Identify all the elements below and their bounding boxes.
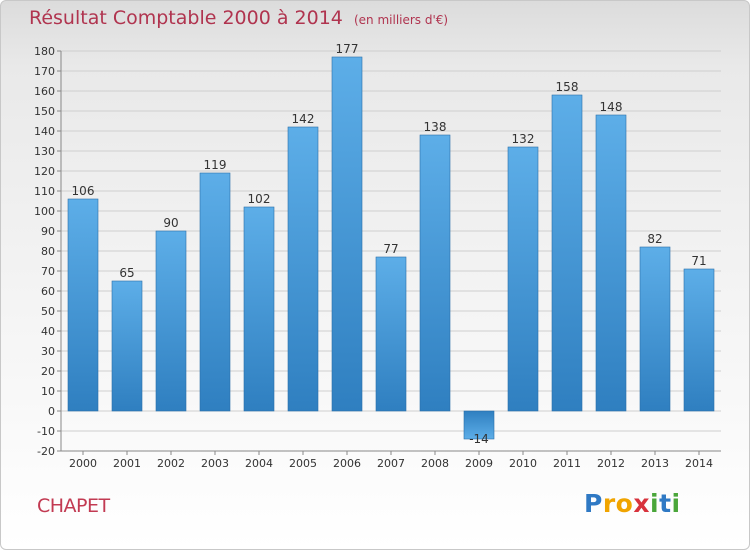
x-tick-label: 2002 [157, 457, 185, 470]
chart-title-line: Résultat Comptable 2000 à 2014 (en milli… [29, 7, 448, 29]
x-tick-label: 2009 [465, 457, 493, 470]
bar [507, 146, 539, 412]
y-tick-label: 170 [34, 65, 55, 78]
y-tick-label: 160 [34, 85, 55, 98]
x-tick-label: 2001 [113, 457, 141, 470]
bar [331, 56, 363, 412]
data-label: 82 [647, 232, 662, 246]
chart-subtitle: (en milliers d'€) [353, 13, 449, 27]
y-tick-label: 20 [41, 365, 55, 378]
x-tick-label: 2014 [685, 457, 713, 470]
x-tick-label: 2007 [377, 457, 405, 470]
chart-title: Résultat Comptable 2000 à 2014 [29, 7, 343, 29]
data-label: 142 [292, 112, 315, 126]
proxiti-logo: Proxiti [584, 489, 681, 518]
bar [639, 246, 671, 412]
y-tick-label: 100 [34, 205, 55, 218]
bar [551, 94, 583, 412]
bar [111, 280, 143, 412]
y-tick-labels: -20 -10 0 10 20 30 40 50 60 70 80 90 100 110 120 130 140… [34, 45, 55, 458]
data-labels: 106 65 90 119 102 142 177 77 138 -14 132 158 148 82 71 [72, 42, 707, 446]
y-tick-label: 50 [41, 305, 55, 318]
x-tick-label: 2000 [69, 457, 97, 470]
y-tick-label: 140 [34, 125, 55, 138]
data-label: 90 [163, 216, 178, 230]
data-label: 132 [512, 132, 535, 146]
y-tick-label: 40 [41, 325, 55, 338]
bar [199, 172, 231, 412]
data-label: 138 [424, 120, 447, 134]
x-tick-label: 2010 [509, 457, 537, 470]
bar [243, 206, 275, 412]
y-tick-label: 70 [41, 265, 55, 278]
x-tick-label: 2003 [201, 457, 229, 470]
y-tick-label: -20 [37, 445, 55, 458]
x-tick-label: 2012 [597, 457, 625, 470]
bar [595, 114, 627, 412]
data-label: -14 [469, 432, 489, 446]
y-tick-label: 10 [41, 385, 55, 398]
data-label: 71 [691, 254, 706, 268]
x-tick-labels: 2000 2001 2002 2003 2004 2005 2006 2007 2008 2009… [69, 457, 713, 470]
y-tick-label: 120 [34, 165, 55, 178]
data-label: 119 [204, 158, 227, 172]
bars [67, 56, 715, 440]
axes [57, 50, 721, 455]
bar [287, 126, 319, 412]
y-tick-label: 180 [34, 45, 55, 58]
y-tick-label: 0 [48, 405, 55, 418]
bar [375, 256, 407, 412]
x-tick-label: 2004 [245, 457, 273, 470]
y-tick-label: 80 [41, 245, 55, 258]
y-tick-label: 150 [34, 105, 55, 118]
y-tick-label: 90 [41, 225, 55, 238]
bar [155, 230, 187, 412]
bar [67, 198, 99, 412]
x-tick-label: 2008 [421, 457, 449, 470]
bar [463, 410, 495, 440]
x-tick-label: 2011 [553, 457, 581, 470]
bar [419, 134, 451, 412]
data-label: 148 [600, 100, 623, 114]
data-label: 77 [383, 242, 398, 256]
data-label: 177 [336, 42, 359, 56]
data-label: 102 [248, 192, 271, 206]
x-tick-label: 2006 [333, 457, 361, 470]
data-label: 158 [556, 80, 579, 94]
y-tick-label: 30 [41, 345, 55, 358]
y-tick-label: -10 [37, 425, 55, 438]
x-tick-label: 2005 [289, 457, 317, 470]
commune-name: CHAPET [37, 495, 110, 517]
data-label: 65 [119, 266, 134, 280]
y-tick-label: 60 [41, 285, 55, 298]
bar [683, 268, 715, 412]
x-tick-label: 2013 [641, 457, 669, 470]
data-label: 106 [72, 184, 95, 198]
y-tick-label: 130 [34, 145, 55, 158]
y-tick-label: 110 [34, 185, 55, 198]
